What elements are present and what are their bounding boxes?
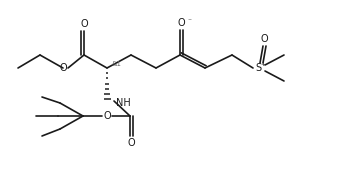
Text: S: S [255, 63, 261, 73]
Text: &1: &1 [111, 61, 121, 67]
Text: O: O [59, 63, 67, 73]
Text: ⁻: ⁻ [187, 16, 191, 25]
Text: O: O [80, 19, 88, 29]
Text: O: O [177, 18, 185, 28]
Text: O: O [127, 138, 135, 148]
Text: NH: NH [116, 98, 131, 108]
Text: O: O [103, 111, 111, 121]
Text: O: O [260, 34, 268, 44]
Text: +: + [260, 62, 266, 67]
